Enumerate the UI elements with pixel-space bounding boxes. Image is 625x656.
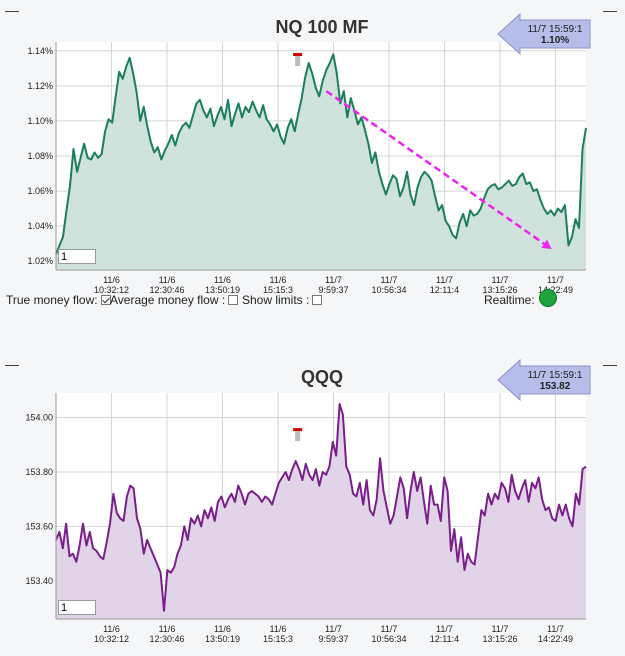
average-money-flow-label: Average money flow :	[110, 293, 226, 307]
y-tick-label: 1.04%	[27, 221, 53, 231]
chart-controls: True money flow: Average money flow : Sh…	[6, 293, 618, 311]
collapse-nq-panel-icon[interactable]: —	[5, 2, 19, 18]
x-tick-time: 12:30:46	[149, 634, 184, 644]
event-marker	[293, 53, 303, 57]
x-tick-time: 10:32:12	[94, 285, 129, 295]
x-tick-date: 11/7	[325, 624, 342, 634]
callout-time: 11/7 15:59:1	[528, 24, 583, 35]
x-tick-date: 11/6	[103, 624, 120, 634]
x-tick-time: 10:56:34	[371, 285, 406, 295]
true-money-flow-label: True money flow:	[6, 293, 98, 307]
show-limits-checkbox[interactable]	[312, 295, 323, 305]
x-tick-date: 11/7	[492, 624, 509, 634]
true-money-flow-toggle[interactable]: True money flow:	[6, 293, 111, 307]
average-money-flow-checkbox[interactable]	[228, 295, 239, 305]
x-tick-time: 9:59:37	[318, 285, 348, 295]
event-marker	[293, 428, 303, 432]
y-tick-label: 153.40	[25, 576, 53, 586]
y-tick-label: 153.60	[25, 521, 53, 531]
series-line	[55, 402, 587, 612]
x-tick-date: 11/7	[325, 275, 342, 285]
y-tick-label: 1.08%	[27, 151, 53, 161]
event-marker-stem	[295, 431, 301, 442]
x-tick-time: 15:15:3	[263, 285, 293, 295]
callout-time: 11/7 15:59:1	[528, 370, 583, 381]
callout-value: 153.82	[540, 381, 571, 392]
average-money-flow-toggle[interactable]: Average money flow :	[110, 293, 239, 307]
x-tick-time: 14:22:49	[538, 285, 573, 295]
x-tick-time: 14:22:49	[538, 634, 573, 644]
x-tick-date: 11/7	[547, 275, 564, 285]
y-tick-label: 1.02%	[27, 256, 53, 266]
x-tick-date: 11/6	[103, 275, 120, 285]
x-tick-time: 13:50:19	[205, 285, 240, 295]
show-limits-toggle[interactable]: Show limits :	[242, 293, 323, 307]
y-tick-label: 1.12%	[27, 81, 53, 91]
x-tick-date: 11/6	[159, 275, 176, 285]
value-callout	[497, 12, 591, 56]
x-tick-time: 9:59:37	[318, 634, 348, 644]
x-tick-time: 15:15:3	[263, 634, 293, 644]
x-tick-time: 13:15:26	[482, 634, 517, 644]
realtime-label: Realtime:	[484, 293, 535, 307]
x-tick-date: 11/6	[214, 624, 231, 634]
y-tick-label: 1.14%	[27, 46, 53, 56]
x-tick-date: 11/7	[381, 275, 398, 285]
x-tick-date: 11/7	[547, 624, 564, 634]
x-tick-time: 13:50:19	[205, 634, 240, 644]
x-tick-time: 13:15:26	[482, 285, 517, 295]
nq-periods-input[interactable]	[58, 249, 96, 264]
value-callout	[497, 358, 591, 402]
trend-line	[325, 90, 553, 250]
callout-value: 1.10%	[541, 35, 569, 46]
series-area	[56, 403, 586, 619]
true-money-flow-checkbox[interactable]	[100, 295, 111, 305]
y-tick-label: 1.06%	[27, 186, 53, 196]
x-tick-date: 11/6	[159, 624, 176, 634]
x-tick-time: 10:56:34	[371, 634, 406, 644]
qqq-chart: 153.40153.60153.80154.0011/610:32:1211/6…	[25, 358, 591, 644]
qqq-periods-input[interactable]	[58, 600, 96, 615]
x-tick-date: 11/7	[381, 624, 398, 634]
chart-title: QQQ	[301, 367, 343, 387]
x-tick-date: 11/6	[214, 275, 231, 285]
close-nq-panel-icon[interactable]: —	[603, 2, 617, 18]
x-tick-time: 12:11:4	[430, 285, 459, 295]
series-area	[56, 54, 586, 270]
x-tick-date: 11/7	[436, 275, 453, 285]
y-tick-label: 1.10%	[27, 116, 53, 126]
x-tick-date: 11/6	[270, 275, 287, 285]
collapse-qqq-panel-icon[interactable]: —	[5, 356, 19, 372]
x-tick-time: 10:32:12	[94, 634, 129, 644]
y-tick-label: 153.80	[25, 467, 53, 477]
trend-arrowhead	[541, 239, 552, 249]
x-tick-date: 11/7	[436, 624, 453, 634]
close-qqq-panel-icon[interactable]: —	[603, 356, 617, 372]
x-tick-time: 12:30:46	[149, 285, 184, 295]
show-limits-label: Show limits :	[242, 293, 310, 307]
x-tick-date: 11/7	[492, 275, 509, 285]
event-marker-stem	[295, 56, 301, 67]
y-tick-label: 154.00	[25, 413, 53, 423]
realtime-status-indicator[interactable]	[539, 289, 557, 307]
chart-title: NQ 100 MF	[275, 17, 368, 37]
nq100mf-chart: 1.02%1.04%1.06%1.08%1.10%1.12%1.14%11/61…	[27, 12, 591, 295]
series-line	[55, 53, 587, 255]
x-tick-time: 12:11:4	[430, 634, 459, 644]
x-tick-date: 11/6	[270, 624, 287, 634]
